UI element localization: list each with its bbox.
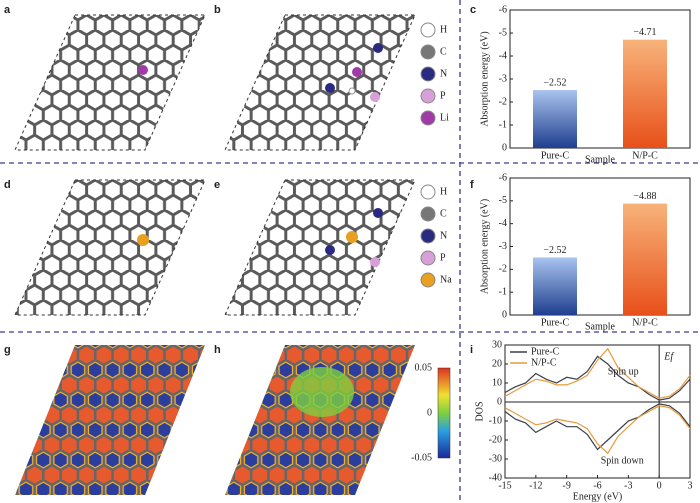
annotation: Spin up (608, 366, 639, 377)
annotation: Spin down (601, 455, 644, 466)
y-axis-label: DOS (474, 401, 485, 421)
value-label: −2.52 (543, 77, 566, 88)
lattices (14, 14, 451, 495)
y-tick-label: -1 (499, 286, 507, 297)
y-tick-label: -10 (489, 415, 502, 426)
y-tick-label: -1 (499, 119, 507, 130)
bar (533, 257, 577, 315)
y-tick-label: -30 (489, 453, 502, 464)
x-tick-label: Pure-C (541, 317, 570, 328)
y-tick-label: -40 (489, 472, 502, 483)
value-label: −2.52 (543, 245, 566, 256)
panel-label: b (214, 4, 221, 16)
dos-line (504, 403, 691, 451)
atom-label: C (440, 208, 447, 219)
panel-label: a (4, 4, 11, 16)
y-tick-label: -5 (499, 27, 507, 38)
atom-swatch (420, 272, 436, 288)
legend-label: N/P-C (531, 357, 557, 368)
panel-label: g (4, 344, 11, 356)
x-tick-label: -12 (529, 480, 542, 491)
bar (533, 90, 577, 148)
atom-label: H (440, 186, 447, 197)
atom-label: N (440, 230, 447, 241)
y-tick-label: -3 (499, 241, 507, 252)
atom-swatch (420, 44, 436, 60)
atom-swatch (420, 110, 436, 126)
y-tick-label: -5 (499, 195, 507, 206)
x-tick-label: 0 (657, 480, 662, 491)
y-tick-label: -4 (499, 50, 507, 61)
bar (623, 39, 667, 148)
y-axis-label: Absorption energy (eV) (479, 31, 490, 126)
x-tick-label: -3 (624, 480, 632, 491)
annotation: Ef (663, 351, 674, 362)
atom-label: C (440, 46, 447, 57)
panel-label: d (4, 179, 11, 191)
y-tick-label: 0 (502, 142, 507, 153)
atom-swatch (420, 228, 436, 244)
y-tick-label: -2 (499, 264, 507, 275)
x-tick-label: -15 (498, 480, 511, 491)
dos-line (504, 347, 691, 399)
atom-label: N (440, 68, 447, 79)
panel-label: i (470, 344, 473, 356)
atom-label: Li (440, 112, 449, 123)
y-tick-label: 20 (492, 358, 502, 369)
atom-label: P (440, 90, 446, 101)
atom-label: H (440, 24, 447, 35)
colorbar-label: -0.05 (411, 452, 432, 463)
x-tick-label: -9 (562, 480, 570, 491)
y-tick-label: -20 (489, 434, 502, 445)
atom-swatch (420, 88, 436, 104)
y-tick-label: -4 (499, 218, 507, 229)
x-axis-label: Sample (585, 154, 616, 165)
x-axis-label: Energy (eV) (573, 491, 623, 502)
y-tick-label: -6 (499, 172, 507, 183)
y-tick-label: -2 (499, 96, 507, 107)
y-tick-label: 10 (492, 377, 502, 388)
dos-line (504, 355, 691, 401)
x-tick-label: Pure-C (541, 150, 570, 161)
atom-swatch (420, 22, 436, 38)
dos-line (504, 405, 691, 455)
panel-label: f (470, 179, 474, 191)
atom-swatch (420, 250, 436, 266)
atom-swatch (420, 184, 436, 200)
panel-label: c (470, 4, 476, 16)
panel-label: e (214, 179, 220, 191)
x-axis-label: Sample (585, 321, 616, 332)
y-tick-label: 0 (502, 309, 507, 320)
legend-label: Pure-C (531, 346, 560, 357)
panel-label: h (214, 344, 221, 356)
value-label: −4.71 (633, 27, 656, 38)
y-axis-label: Absorption energy (eV) (479, 199, 490, 294)
atom-label: Na (440, 274, 452, 285)
bar (623, 203, 667, 315)
value-label: −4.88 (633, 191, 656, 202)
y-tick-label: 0 (497, 396, 502, 407)
atom-swatch (420, 66, 436, 82)
x-tick-label: N/P-C (632, 317, 658, 328)
x-tick-label: -6 (593, 480, 601, 491)
colorbar-label: 0.05 (415, 362, 433, 373)
y-tick-label: 30 (492, 339, 502, 350)
x-tick-label: N/P-C (632, 150, 658, 161)
atom-swatch (420, 206, 436, 222)
colorbar-label: 0 (427, 407, 432, 418)
y-tick-label: -3 (499, 73, 507, 84)
y-tick-label: -6 (499, 4, 507, 15)
atom-label: P (440, 252, 446, 263)
x-tick-label: 3 (688, 480, 693, 491)
